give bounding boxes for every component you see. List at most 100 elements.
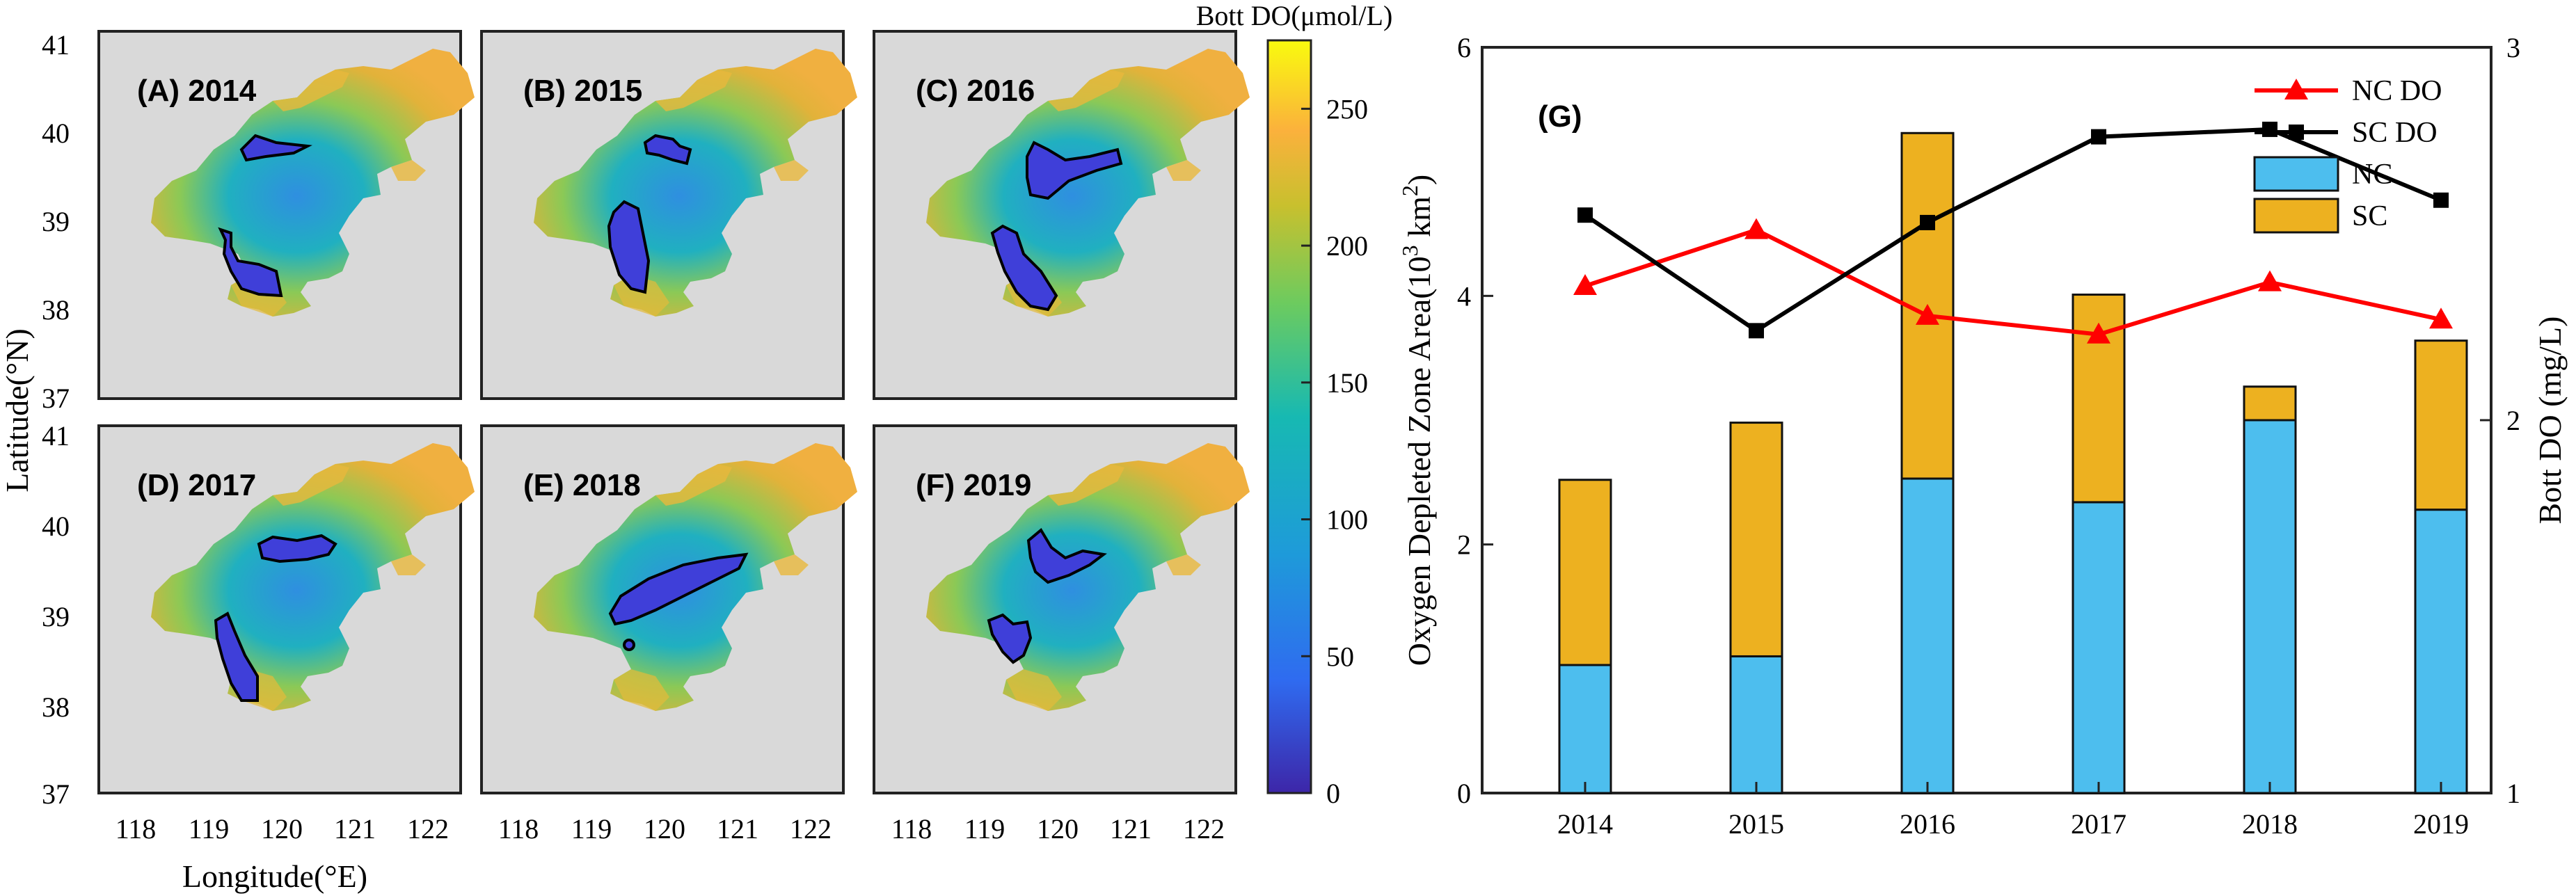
bar-sc-2019 (2414, 339, 2468, 511)
bar-nc-2016 (1900, 477, 1955, 794)
legend: NC DO SC DO NC SC (2253, 75, 2442, 234)
marker-nc-do (1916, 303, 1939, 325)
right-y-axis-label: Bott DO (mg/L) (2532, 317, 2568, 525)
bar-nc-2018 (2243, 419, 2297, 794)
depleted-zone-south (607, 200, 651, 294)
depleted-zone-south (218, 227, 283, 298)
marker-sc-do (2091, 129, 2106, 145)
marker-sc-do (2262, 121, 2277, 137)
map-y-ticks-bottom: 41 40 39 38 37 (42, 420, 70, 810)
map-x-tick: 122 (407, 813, 449, 845)
map-panel-a: (A) 2014 (97, 30, 475, 400)
legend-bar-swatch (2253, 156, 2339, 192)
map-panel-c: (C) 2016 (873, 30, 1250, 400)
marker-nc-do (1573, 274, 1597, 296)
map-x-tick: 121 (717, 813, 758, 845)
bar-sc-2014 (1558, 479, 1612, 666)
map-x-tick: 120 (1037, 813, 1079, 845)
map-y-tick: 41 (42, 420, 70, 451)
marker-nc-do (2429, 307, 2453, 329)
map-panel-b: (B) 2015 (480, 30, 857, 400)
map-x-tick: 119 (964, 813, 1005, 845)
colorbar-tick-label: 250 (1326, 93, 1368, 125)
map-y-tick: 37 (42, 383, 70, 414)
marker-sc-do (1577, 207, 1593, 223)
colorbar-gradient (1266, 39, 1312, 794)
marker-sc-do (2433, 192, 2449, 208)
depleted-zone-south (990, 224, 1058, 312)
x-tick-label: 2015 (1728, 808, 1784, 840)
map-panel-label: (E) 2018 (523, 468, 641, 502)
map-y-axis-label: Latitude(°N) (0, 328, 35, 493)
map-x-tick: 119 (571, 813, 612, 845)
map-x-axis-label: Longitude(°E) (182, 858, 367, 894)
map-x-ticks-c: 118 119 120 121 122 (891, 813, 1225, 845)
map-x-ticks-a: 118 119 120 121 122 (116, 813, 449, 845)
map-x-tick: 118 (498, 813, 539, 845)
map-x-tick: 121 (1110, 813, 1152, 845)
left-tick-label: 4 (1457, 280, 1471, 312)
line-sc-do (1584, 127, 2442, 333)
depleted-zone-south (987, 613, 1033, 664)
bars (1558, 131, 2468, 794)
map-x-tick: 118 (891, 813, 932, 845)
map-panel-label: (C) 2016 (916, 74, 1035, 108)
map-panel-label: (D) 2017 (137, 468, 256, 502)
colorbar-tick-label: 50 (1326, 641, 1354, 672)
depleted-zone-main (608, 552, 749, 626)
legend-marker (2284, 79, 2308, 99)
map-panel-e: (E) 2018 (480, 424, 857, 794)
map-y-tick: 39 (42, 601, 70, 632)
left-tick-label: 0 (1457, 778, 1471, 809)
right-tick-label: 1 (2506, 778, 2520, 809)
legend-bar-swatch (2253, 198, 2339, 234)
map-x-tick: 122 (1183, 813, 1225, 845)
depleted-zone-north (643, 134, 692, 166)
legend-marker (2289, 125, 2304, 140)
marker-nc-do (2258, 270, 2282, 291)
map-panel-label: (F) 2019 (916, 468, 1031, 502)
map-y-ticks-top: 41 40 39 38 37 (42, 29, 70, 414)
legend-label: SC (2352, 200, 2387, 232)
chart-panel-label: (G) (1538, 99, 1582, 134)
map-panel-f: (F) 2019 (873, 424, 1250, 794)
depleted-zone-small (623, 639, 635, 651)
map-x-tick: 120 (644, 813, 685, 845)
map-y-tick: 37 (42, 778, 70, 810)
marker-sc-do (1749, 323, 1764, 339)
line-nc-do (1584, 227, 2442, 337)
colorbar: Bott DO(μmol/L) 0 50 100 150 200 250 (1196, 0, 1393, 809)
map-panel-label: (B) 2015 (523, 74, 642, 108)
map-x-tick: 122 (790, 813, 832, 845)
bar-nc-2017 (2072, 501, 2126, 794)
right-tick-label: 3 (2506, 32, 2520, 63)
colorbar-ticks: 0 50 100 150 200 250 (1301, 93, 1368, 809)
legend-label: NC (2352, 159, 2392, 191)
lines (1573, 121, 2453, 344)
x-tick-label: 2016 (1900, 808, 1955, 840)
bar-nc-2015 (1729, 655, 1783, 794)
legend-label: SC DO (2352, 117, 2438, 149)
x-ticks: 2014 2015 2016 2017 2018 2019 (1557, 782, 2469, 840)
map-y-tick: 38 (42, 294, 70, 326)
left-tick-label: 6 (1457, 32, 1471, 63)
map-x-tick: 118 (116, 813, 157, 845)
map-y-tick: 41 (42, 29, 70, 61)
map-x-tick: 119 (189, 813, 230, 845)
bar-nc-2014 (1558, 664, 1612, 794)
map-panels: (A) 2014 (B) 2015 (C) 2016 (D) 2017 (97, 30, 1250, 794)
colorbar-title: Bott DO(μmol/L) (1196, 0, 1393, 31)
depleted-zone-north (239, 134, 312, 162)
colorbar-tick-label: 200 (1326, 230, 1368, 262)
map-y-tick: 40 (42, 511, 70, 542)
map-x-ticks-b: 118 119 120 121 122 (498, 813, 832, 845)
left-tick-label: 2 (1457, 529, 1471, 561)
colorbar-tick-label: 100 (1326, 504, 1368, 536)
bar-sc-2015 (1729, 422, 1783, 657)
x-tick-label: 2019 (2413, 808, 2469, 840)
right-tick-label: 2 (2506, 405, 2520, 436)
map-panel-d: (D) 2017 (97, 424, 475, 794)
depleted-zone-north (1026, 527, 1107, 584)
map-panel-label: (A) 2014 (137, 74, 257, 108)
